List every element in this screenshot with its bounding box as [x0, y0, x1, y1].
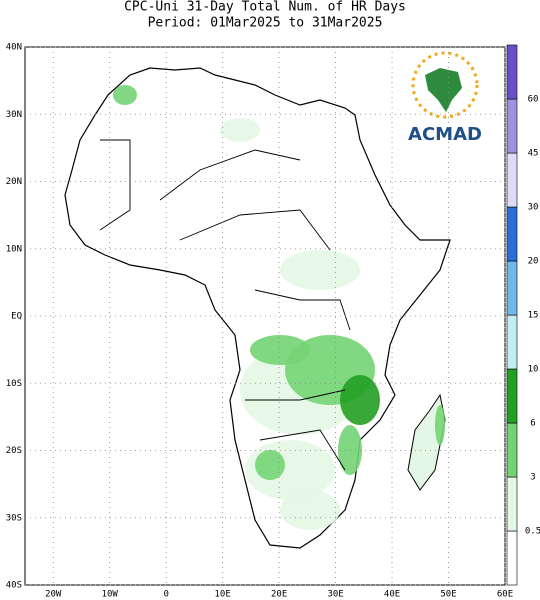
- colorbar-label: 30: [528, 203, 539, 213]
- lat-label: 30S: [6, 513, 22, 523]
- lat-label: 40S: [6, 581, 22, 591]
- borders: [99, 139, 351, 471]
- lon-label: 40E: [384, 590, 400, 600]
- lat-label: EQ: [11, 312, 22, 322]
- colorbar-label: 45: [528, 149, 539, 159]
- colorbar: 0.5 3 6 10 15 20 30 45 60: [506, 44, 540, 586]
- colorbar-segment: [506, 314, 518, 370]
- colorbar-label: 60: [528, 95, 539, 105]
- lon-label: 20W: [45, 590, 62, 600]
- colorbar-segment: [506, 260, 518, 316]
- lon-label: 20E: [271, 590, 287, 600]
- colorbar-segment: [506, 206, 518, 262]
- acmad-logo: ACMAD: [408, 51, 482, 145]
- lon-label: 10W: [102, 590, 119, 600]
- colorbar-label: 15: [528, 311, 539, 321]
- title-line: CPC-Uni 31-Day Total Num. of HR Days: [124, 0, 406, 15]
- lon-label: 10E: [215, 590, 231, 600]
- colorbar-label: 6: [530, 419, 535, 429]
- colorbar-segment: [506, 44, 518, 100]
- lat-label: 10N: [6, 244, 22, 254]
- lon-label: 0: [163, 590, 168, 600]
- colorbar-label: 3: [530, 473, 535, 483]
- colorbar-segment: [506, 368, 518, 424]
- colorbar-label: 10: [528, 365, 539, 375]
- lon-label: 30E: [327, 590, 343, 600]
- title-line: Period: 01Mar2025 to 31Mar2025: [148, 16, 383, 31]
- colorbar-segment: [506, 98, 518, 154]
- rain-shading: [113, 85, 445, 530]
- colorbar-label: 20: [528, 257, 539, 267]
- lat-label: 30N: [6, 110, 22, 120]
- lat-label: 10S: [6, 379, 22, 389]
- lat-label: 40N: [6, 43, 22, 53]
- logo-text: ACMAD: [408, 124, 482, 145]
- colorbar-segment: [506, 422, 518, 478]
- colorbar-segment: [506, 152, 518, 208]
- lon-label: 50E: [440, 590, 456, 600]
- colorbar-label: 0.5: [525, 527, 540, 537]
- colorbar-segment: [506, 476, 518, 532]
- colorbar-segment: [506, 530, 518, 586]
- lon-label: 60E: [497, 590, 513, 600]
- lat-label: 20S: [6, 446, 22, 456]
- lat-label: 20N: [6, 177, 22, 187]
